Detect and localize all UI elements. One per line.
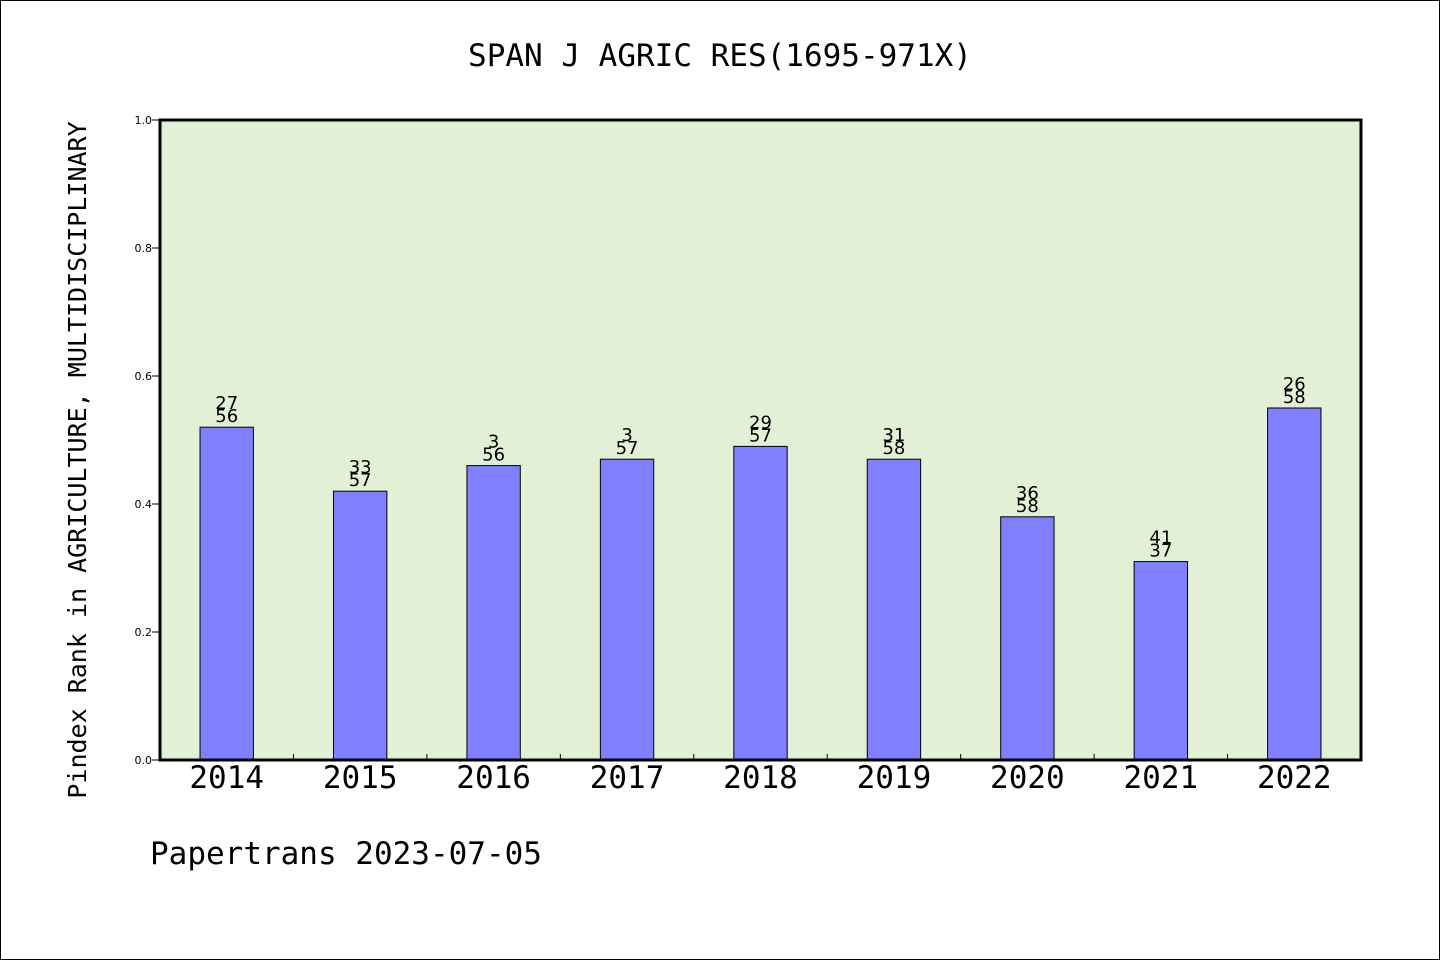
bar-2018 (733, 445, 788, 761)
chart-title: SPAN J AGRIC RES(1695-971X) (468, 38, 972, 74)
total-label: 57 (749, 425, 772, 446)
x-tick-label: 2022 (1257, 760, 1332, 796)
rank-label: 3 (621, 425, 632, 446)
y-axis-label: Pindex Rank in AGRICULTURE, MULTIDISCIPL… (63, 121, 92, 798)
footer-text: Papertrans 2023-07-05 (150, 836, 542, 872)
x-tick-label: 2021 (1124, 760, 1199, 796)
plot-border (158, 118, 1363, 762)
bar-2015 (332, 490, 388, 761)
y-tick-label: 0.2 (135, 626, 153, 639)
bar-2017 (599, 458, 655, 761)
y-axis: 0.0 0.2 0.4 0.6 0.8 1.0 (135, 114, 160, 767)
total-label: 58 (1283, 387, 1306, 408)
bars-group (199, 407, 1322, 761)
rank-label: 27 (215, 393, 238, 414)
y-tick-label: 0.8 (135, 242, 153, 255)
x-tick-label: 2016 (456, 760, 531, 796)
rank-label: 41 (1149, 528, 1172, 549)
rank-label: 31 (882, 425, 905, 446)
rank-label: 36 (1016, 483, 1039, 504)
bar-2020 (1000, 516, 1055, 761)
bar-2019 (866, 458, 922, 761)
x-tick-label: 2019 (857, 760, 932, 796)
bar-2014 (199, 426, 254, 761)
total-label: 58 (882, 438, 905, 459)
total-label: 56 (482, 445, 505, 466)
bar-2021 (1133, 561, 1189, 761)
x-axis: 2014 2015 2016 2017 2018 2019 2020 2021 2022 (189, 754, 1332, 796)
total-label: 57 (349, 470, 372, 491)
total-label: 58 (1016, 496, 1039, 517)
bar-2016 (466, 465, 521, 761)
x-tick-label: 2018 (723, 760, 798, 796)
rank-label: 33 (349, 457, 372, 478)
x-tick-label: 2014 (189, 760, 264, 796)
y-tick-label: 0.4 (135, 498, 153, 511)
y-tick-label: 0.0 (135, 754, 153, 767)
x-tick-label: 2015 (323, 760, 398, 796)
total-label: 56 (215, 406, 238, 427)
y-tick-label: 0.6 (135, 370, 153, 383)
bar-2022 (1267, 407, 1322, 761)
rank-label: 26 (1283, 374, 1306, 395)
rank-label: 3 (488, 432, 499, 453)
total-label: 57 (616, 438, 639, 459)
rank-label: 29 (749, 412, 772, 433)
y-tick-label: 1.0 (135, 114, 153, 127)
x-tick-label: 2017 (590, 760, 665, 796)
x-tick-label: 2020 (990, 760, 1065, 796)
total-label: 37 (1149, 541, 1172, 562)
